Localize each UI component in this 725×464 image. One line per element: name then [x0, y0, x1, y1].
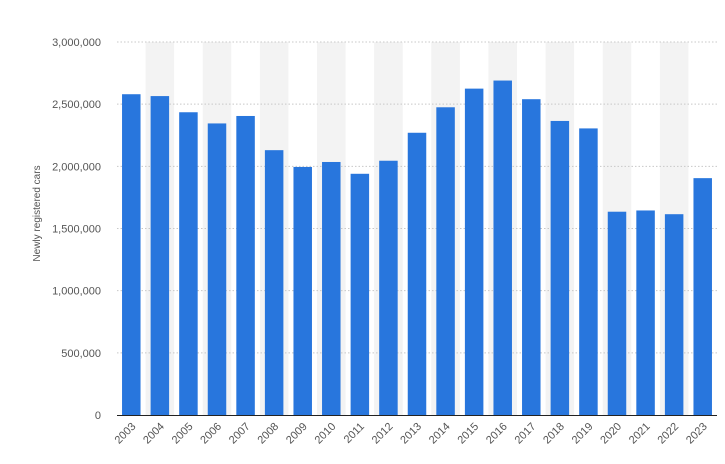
bar-2013[interactable]: [407, 132, 427, 415]
bar-2022[interactable]: [664, 214, 684, 415]
x-tick-label: 2016: [484, 421, 510, 447]
bar-2017[interactable]: [522, 99, 541, 416]
bar-2003[interactable]: [122, 94, 141, 415]
x-tick-label: 2013: [398, 421, 424, 447]
bar-2014[interactable]: [436, 107, 455, 416]
y-axis-tick-labels: 0 500,000 1,000,000 1,500,000 2,000,000 2,500…: [52, 37, 101, 422]
y-axis-title: Newly registered cars: [32, 165, 43, 261]
x-tick-label: 2017: [513, 421, 539, 447]
y-tick-label: 2,500,000: [52, 99, 101, 111]
bar-2008[interactable]: [264, 150, 284, 416]
x-tick-label: 2006: [198, 421, 224, 447]
x-tick-label: 2023: [684, 421, 710, 447]
x-tick-label: 2018: [541, 421, 567, 447]
x-axis-tick-labels: 2003 2004 2005 2006 2007 2008 2009 2010 2011 2012…: [113, 421, 710, 447]
bar-2015[interactable]: [464, 88, 484, 415]
bar-2009[interactable]: [293, 166, 312, 415]
x-tick-label: 2008: [255, 421, 281, 447]
bar-2004[interactable]: [150, 96, 170, 416]
x-tick-label: 2022: [655, 421, 681, 447]
x-tick-label: 2010: [313, 421, 339, 447]
bar-2019[interactable]: [579, 128, 598, 415]
bar-2007[interactable]: [236, 115, 255, 415]
x-tick-label: 2015: [455, 421, 481, 447]
x-tick-label: 2004: [141, 421, 167, 447]
x-tick-label: 2014: [427, 421, 453, 447]
y-tick-label: 3,000,000: [52, 37, 101, 49]
bar-2016[interactable]: [493, 80, 512, 415]
bar-2006[interactable]: [207, 123, 227, 416]
y-tick-label: 1,500,000: [52, 224, 101, 236]
y-tick-label: 0: [95, 410, 101, 422]
x-tick-label: 2012: [370, 421, 396, 447]
bar-2018[interactable]: [550, 120, 570, 416]
x-tick-label: 2011: [342, 421, 367, 446]
x-tick-label: 2019: [570, 421, 596, 447]
bar-2023[interactable]: [693, 178, 712, 415]
x-tick-label: 2009: [284, 421, 310, 447]
y-tick-label: 2,000,000: [52, 161, 101, 173]
bar-2005[interactable]: [179, 112, 198, 415]
bars: [122, 80, 712, 416]
x-tick-label: 2020: [598, 421, 624, 447]
bar-2012[interactable]: [379, 160, 398, 415]
x-tick-label: 2005: [170, 421, 196, 447]
x-tick-label: 2007: [227, 421, 253, 447]
bar-2010[interactable]: [322, 161, 341, 415]
bar-2011[interactable]: [350, 173, 370, 415]
x-tick-label: 2003: [113, 421, 139, 447]
bar-2020[interactable]: [607, 211, 627, 415]
y-tick-label: 1,000,000: [52, 286, 101, 298]
bar-2021[interactable]: [636, 210, 655, 415]
y-tick-label: 500,000: [61, 348, 101, 360]
x-tick-label: 2021: [627, 421, 653, 447]
